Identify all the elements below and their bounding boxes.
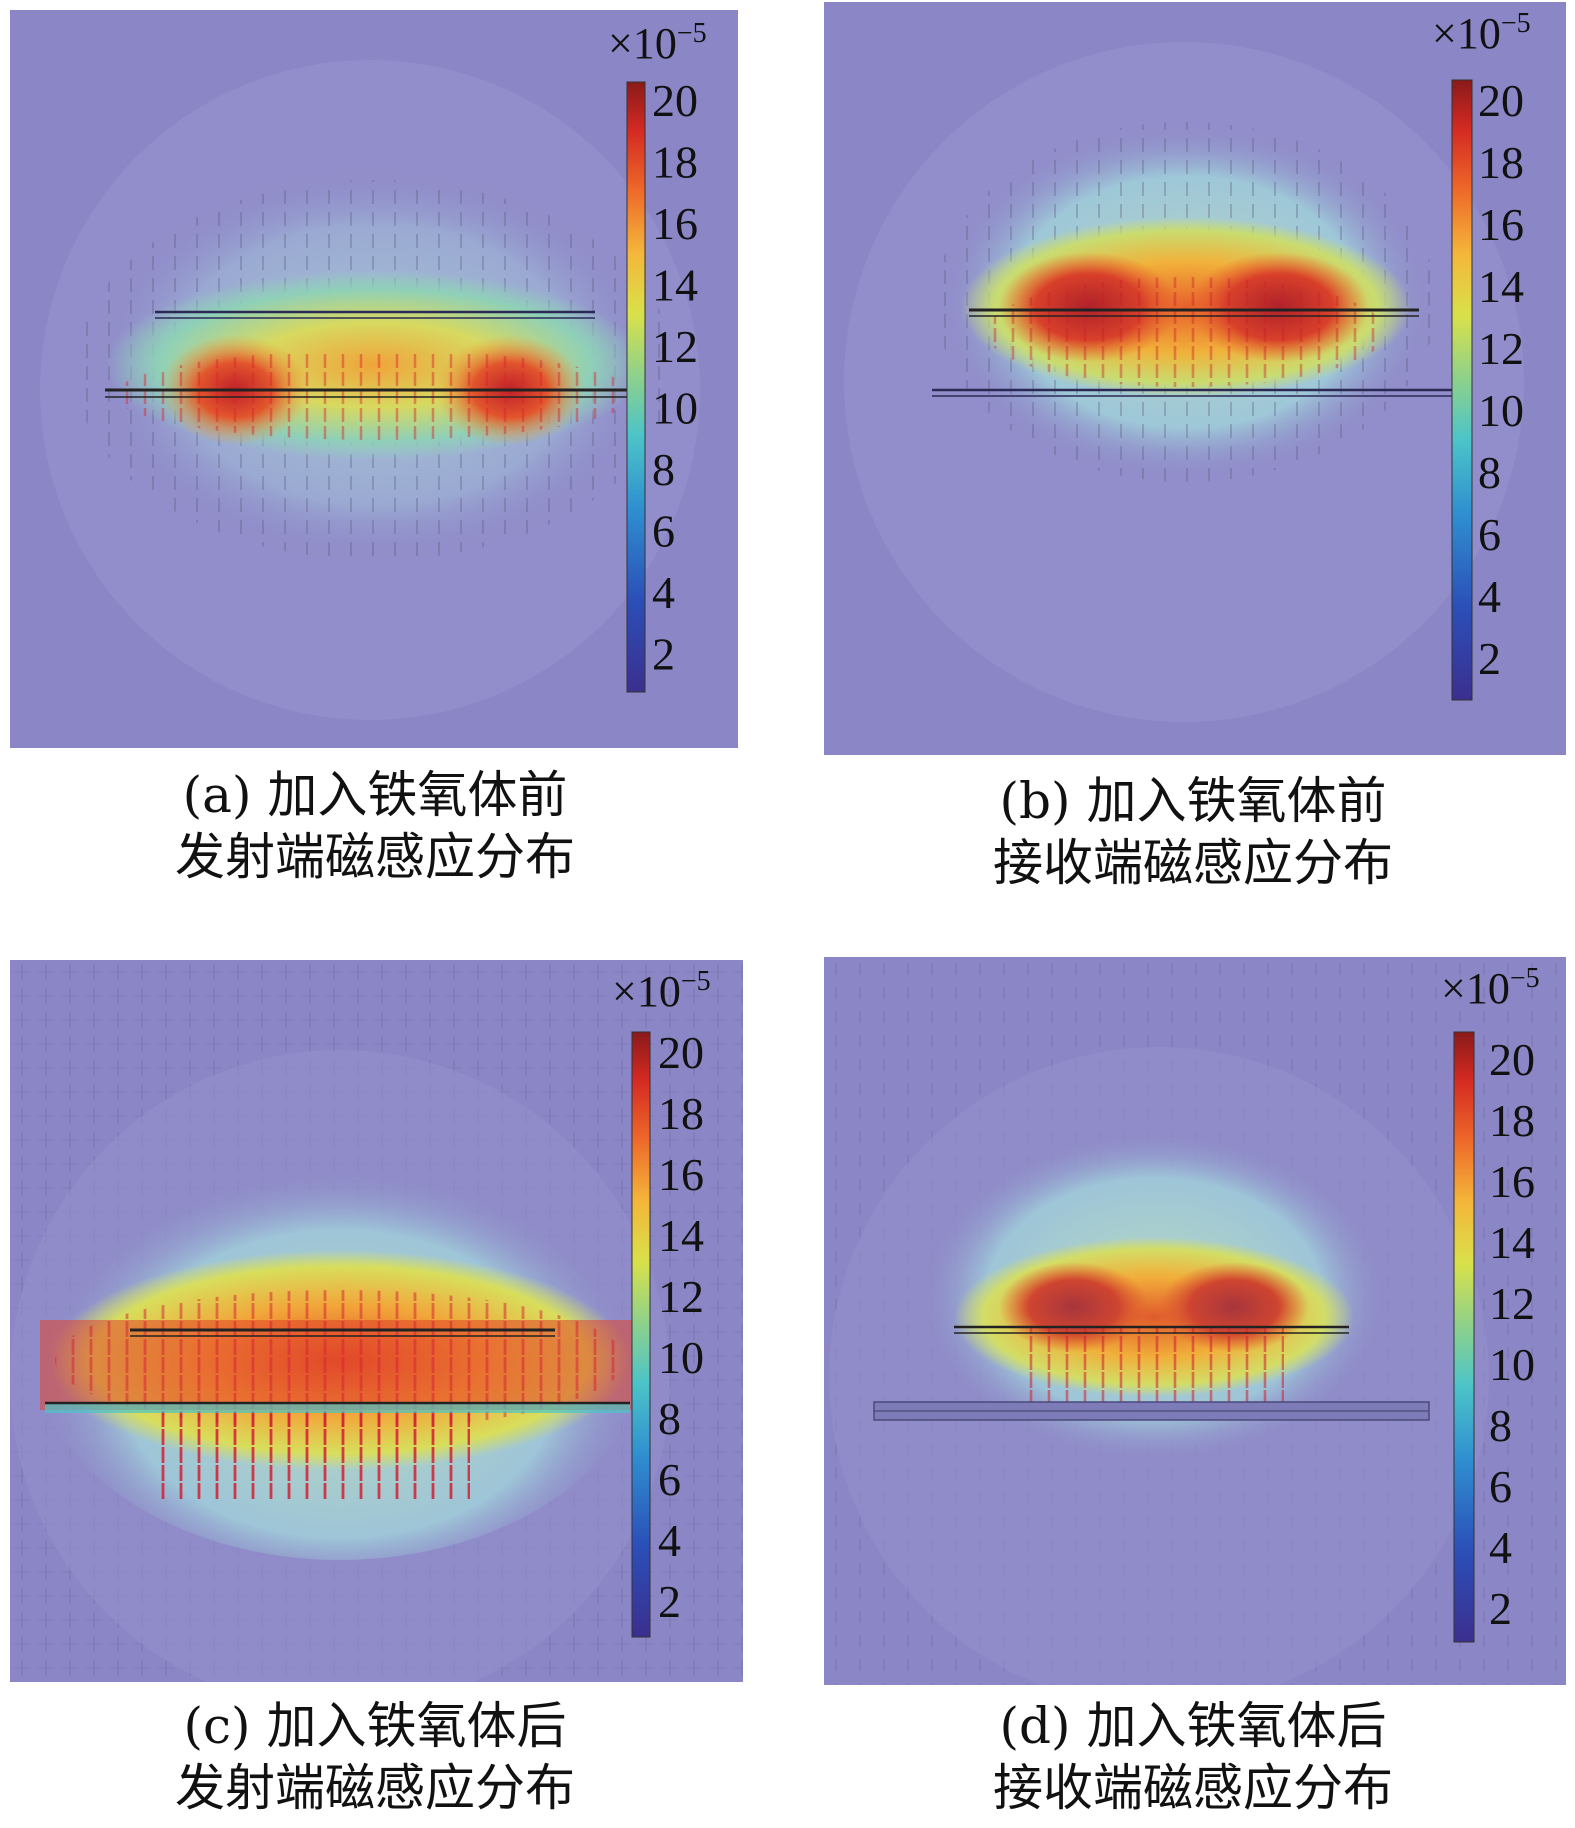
- svg-text:×10−5: ×10−5: [612, 966, 711, 1016]
- caption-b-line2: 接收端磁感应分布: [993, 834, 1393, 892]
- panel-b-colorbar-ticks: 20 18 16 14 12 10 8 6 4 2: [1478, 75, 1524, 684]
- caption-d-line2: 接收端磁感应分布: [993, 1759, 1393, 1817]
- colorbar-tick-label: 16: [658, 1149, 704, 1200]
- colorbar-tick-label: 14: [652, 260, 698, 311]
- caption-a-line1: (a) 加入铁氧体前: [182, 766, 568, 824]
- colorbar-tick-label: 8: [652, 444, 675, 495]
- colorbar-tick-label: 16: [1478, 199, 1524, 250]
- colorbar-tick-label: 12: [652, 321, 698, 372]
- svg-text:×10−5: ×10−5: [608, 18, 707, 68]
- caption-d-line1: (d) 加入铁氧体后: [999, 1697, 1387, 1755]
- colorbar-tick-label: 4: [1489, 1522, 1512, 1573]
- panel-d-colorbar: [1453, 1031, 1475, 1643]
- caption-d: (d) 加入铁氧体后 接收端磁感应分布: [898, 1695, 1488, 1819]
- colorbar-tick-label: 10: [658, 1332, 704, 1383]
- panel-d-colorbar-ticks: 20 18 16 14 12 10 8 6 4 2: [1489, 1034, 1535, 1634]
- caption-b-line1: (b) 加入铁氧体前: [999, 772, 1387, 830]
- caption-a: (a) 加入铁氧体前 发射端磁感应分布: [80, 764, 670, 888]
- colorbar-tick-label: 20: [652, 75, 698, 126]
- colorbar-tick-label: 4: [1478, 571, 1501, 622]
- panel-c-colorbar: [631, 1031, 651, 1638]
- colorbar-tick-label: 20: [1478, 75, 1524, 126]
- colorbar-tick-label: 8: [1478, 447, 1501, 498]
- colorbar-tick-label: 14: [1478, 261, 1524, 312]
- panel-c-colorbar-ticks: 20 18 16 14 12 10 8 6 4 2: [658, 1027, 704, 1627]
- panel-a-colorbar: [626, 81, 646, 693]
- colorbar-tick-label: 12: [1489, 1278, 1535, 1329]
- svg-text:×10−5: ×10−5: [1441, 963, 1540, 1013]
- colorbar-tick-label: 16: [652, 198, 698, 249]
- colorbar-tick-label: 18: [1489, 1095, 1535, 1146]
- caption-c-line1: (c) 加入铁氧体后: [183, 1697, 567, 1755]
- caption-c: (c) 加入铁氧体后 发射端磁感应分布: [80, 1695, 670, 1819]
- colorbar-tick-label: 2: [652, 629, 675, 680]
- colorbar-tick-label: 6: [652, 506, 675, 557]
- colorbar-tick-label: 14: [658, 1210, 704, 1261]
- colorbar-tick-label: 2: [1489, 1583, 1512, 1634]
- caption-b: (b) 加入铁氧体前 接收端磁感应分布: [898, 770, 1488, 894]
- colorbar-tick-label: 6: [1489, 1461, 1512, 1512]
- panel-d-image: ×10−5 20 18 16 14 12 10 8 6 4 2: [824, 957, 1566, 1685]
- colorbar-tick-label: 12: [1478, 323, 1524, 374]
- colorbar-tick-label: 4: [652, 567, 675, 618]
- colorbar-tick-label: 8: [1489, 1400, 1512, 1451]
- colorbar-tick-label: 18: [652, 137, 698, 188]
- colorbar-tick-label: 16: [1489, 1156, 1535, 1207]
- panel-b-colorbar: [1451, 79, 1473, 701]
- caption-a-line2: 发射端磁感应分布: [175, 828, 575, 886]
- panel-c-ferrite: [45, 1403, 630, 1413]
- colorbar-tick-label: 4: [658, 1515, 681, 1566]
- colorbar-tick-label: 2: [1478, 633, 1501, 684]
- colorbar-tick-label: 10: [1489, 1339, 1535, 1390]
- colorbar-tick-label: 20: [1489, 1034, 1535, 1085]
- panel-a-colorbar-ticks: 20 18 16 14 12 10 8 6 4 2: [652, 75, 698, 680]
- colorbar-tick-label: 2: [658, 1576, 681, 1627]
- caption-c-line2: 发射端磁感应分布: [175, 1759, 575, 1817]
- colorbar-tick-label: 10: [1478, 385, 1524, 436]
- colorbar-tick-label: 18: [1478, 137, 1524, 188]
- panel-c-image: ×10−5 20 18 16 14 12 10 8 6 4 2: [10, 960, 743, 1682]
- colorbar-tick-label: 18: [658, 1088, 704, 1139]
- colorbar-tick-label: 14: [1489, 1217, 1535, 1268]
- colorbar-tick-label: 6: [658, 1454, 681, 1505]
- colorbar-tick-label: 8: [658, 1393, 681, 1444]
- panel-b-image: ×10−5 20 18 16 14 12 10 8 6 4 2: [824, 2, 1566, 755]
- colorbar-tick-label: 20: [658, 1027, 704, 1078]
- colorbar-tick-label: 12: [658, 1271, 704, 1322]
- colorbar-tick-label: 6: [1478, 509, 1501, 560]
- panel-a-image: ×10−5 20 18 16 14 12 10 8 6 4 2: [10, 10, 738, 748]
- svg-text:×10−5: ×10−5: [1432, 8, 1531, 58]
- colorbar-tick-label: 10: [652, 383, 698, 434]
